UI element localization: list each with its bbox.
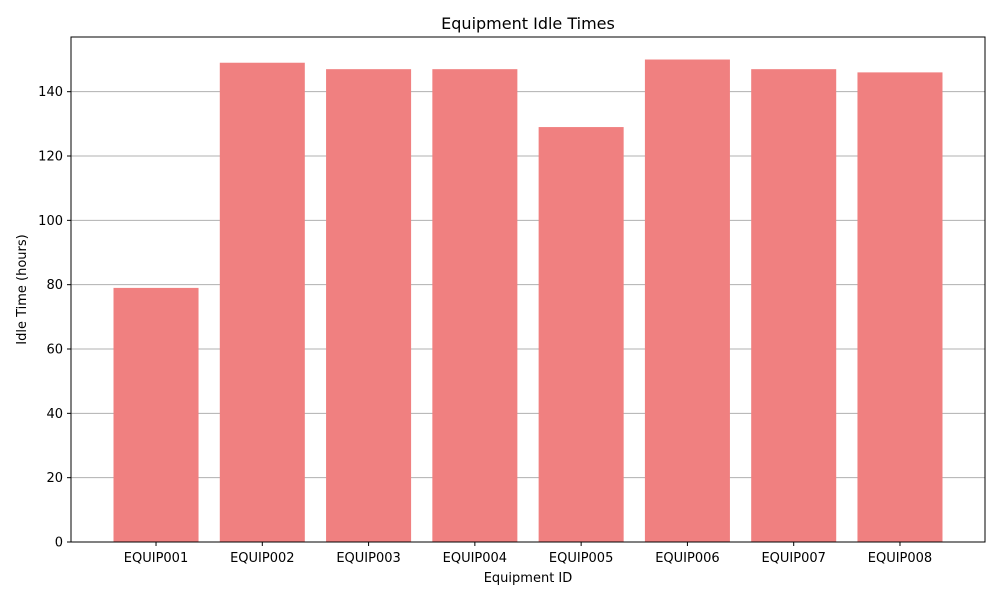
- y-axis-label: Idle Time (hours): [15, 234, 30, 344]
- bar-equip007: [751, 69, 837, 543]
- bar-equip004: [432, 69, 518, 543]
- bar-equip002: [219, 62, 305, 542]
- y-tick-label: 100: [38, 214, 63, 229]
- x-tick-label: EQUIP004: [443, 551, 507, 566]
- y-tick-label: 60: [46, 343, 63, 358]
- x-axis-label: Equipment ID: [484, 571, 573, 586]
- bar-equip001: [113, 287, 199, 542]
- chart-title: Equipment Idle Times: [441, 14, 615, 33]
- x-ticks: EQUIP001 EQUIP002 EQUIP003 EQUIP004 EQUIP005…: [124, 542, 932, 566]
- x-tick-label: EQUIP007: [761, 551, 825, 566]
- x-tick-label: EQUIP003: [336, 551, 400, 566]
- x-tick-label: EQUIP008: [868, 551, 932, 566]
- x-tick-label: EQUIP006: [655, 551, 719, 566]
- bar-equip005: [538, 127, 624, 543]
- x-tick-label: EQUIP001: [124, 551, 188, 566]
- bar-equip008: [857, 72, 943, 542]
- y-tick-label: 40: [46, 407, 63, 422]
- bar-equip006: [644, 59, 730, 542]
- y-tick-label: 80: [46, 278, 63, 293]
- x-tick-label: EQUIP005: [549, 551, 613, 566]
- y-tick-label: 120: [38, 150, 63, 165]
- bars: [113, 59, 943, 543]
- y-tick-label: 20: [46, 471, 63, 486]
- y-ticks: 0 20 40 60 80 100 120 140: [38, 85, 71, 551]
- plot-frame: [70, 36, 986, 543]
- y-tick-label: 0: [55, 536, 63, 551]
- x-tick-label: EQUIP002: [230, 551, 294, 566]
- y-tick-label: 140: [38, 85, 63, 100]
- bar-equip003: [326, 69, 412, 543]
